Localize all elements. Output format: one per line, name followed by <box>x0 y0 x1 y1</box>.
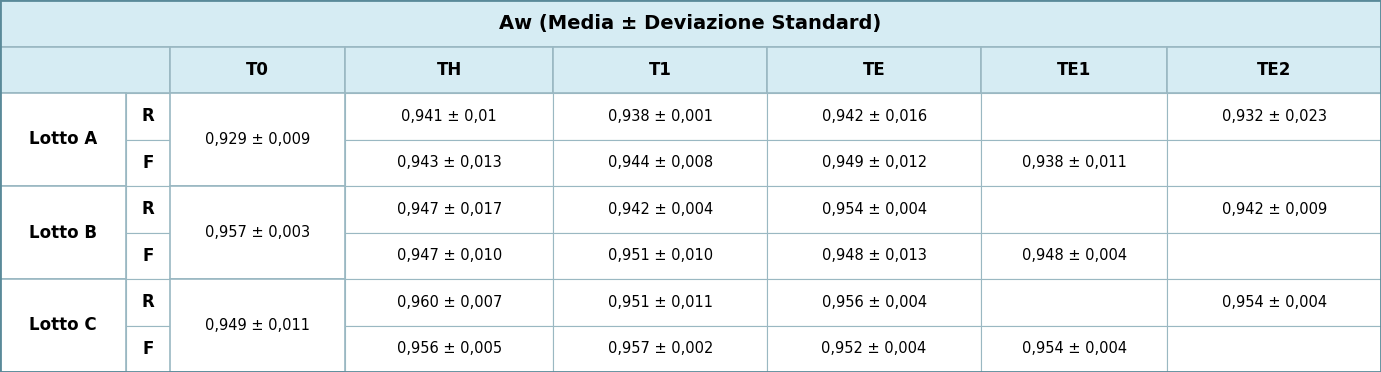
Text: R: R <box>142 107 155 125</box>
Bar <box>1167 326 1381 372</box>
Bar <box>170 186 345 279</box>
Bar <box>1167 279 1381 326</box>
Bar <box>981 46 1167 93</box>
Bar <box>0 93 126 186</box>
Text: TE: TE <box>863 61 885 79</box>
Bar <box>345 186 554 232</box>
Text: 0,956 ± 0,004: 0,956 ± 0,004 <box>822 295 927 310</box>
Bar <box>126 232 170 279</box>
Text: 0,938 ± 0,011: 0,938 ± 0,011 <box>1022 155 1127 170</box>
Bar <box>554 93 768 140</box>
Text: 0,960 ± 0,007: 0,960 ± 0,007 <box>396 295 503 310</box>
Text: 0,949 ± 0,012: 0,949 ± 0,012 <box>822 155 927 170</box>
Text: 0,942 ± 0,004: 0,942 ± 0,004 <box>608 202 713 217</box>
Text: F: F <box>142 247 153 265</box>
Bar <box>554 326 768 372</box>
Text: F: F <box>142 340 153 358</box>
Bar <box>554 186 768 232</box>
Text: R: R <box>142 200 155 218</box>
Text: 0,954 ± 0,004: 0,954 ± 0,004 <box>1022 341 1127 356</box>
Bar <box>554 232 768 279</box>
Bar <box>0 186 126 279</box>
Text: 0,932 ± 0,023: 0,932 ± 0,023 <box>1222 109 1327 124</box>
Text: 0,942 ± 0,016: 0,942 ± 0,016 <box>822 109 927 124</box>
Bar <box>126 93 170 140</box>
Text: 0,957 ± 0,002: 0,957 ± 0,002 <box>608 341 713 356</box>
Text: TE1: TE1 <box>1056 61 1091 79</box>
Text: 0,952 ± 0,004: 0,952 ± 0,004 <box>822 341 927 356</box>
Text: 0,954 ± 0,004: 0,954 ± 0,004 <box>1222 295 1327 310</box>
Bar <box>554 46 768 93</box>
Bar <box>345 93 554 140</box>
Bar <box>170 93 345 186</box>
Bar <box>126 140 170 186</box>
Text: 0,951 ± 0,011: 0,951 ± 0,011 <box>608 295 713 310</box>
Bar <box>768 279 981 326</box>
Bar <box>981 140 1167 186</box>
Bar <box>170 46 345 93</box>
Bar <box>170 279 345 372</box>
Bar <box>1167 186 1381 232</box>
Text: TH: TH <box>436 61 463 79</box>
Text: 0,947 ± 0,017: 0,947 ± 0,017 <box>396 202 503 217</box>
Bar <box>126 279 170 326</box>
Bar <box>345 279 554 326</box>
Bar <box>768 186 981 232</box>
Bar <box>981 93 1167 140</box>
Text: 0,949 ± 0,011: 0,949 ± 0,011 <box>204 318 311 333</box>
Text: 0,948 ± 0,004: 0,948 ± 0,004 <box>1022 248 1127 263</box>
Bar <box>554 140 768 186</box>
Bar <box>1167 93 1381 140</box>
Bar <box>768 232 981 279</box>
Bar <box>768 93 981 140</box>
Text: 0,951 ± 0,010: 0,951 ± 0,010 <box>608 248 713 263</box>
Text: 0,938 ± 0,001: 0,938 ± 0,001 <box>608 109 713 124</box>
Bar <box>768 140 981 186</box>
Bar <box>345 140 554 186</box>
Text: F: F <box>142 154 153 172</box>
Bar <box>0 46 170 93</box>
Bar <box>0 0 1381 46</box>
Text: 0,957 ± 0,003: 0,957 ± 0,003 <box>204 225 311 240</box>
Bar <box>981 232 1167 279</box>
Text: TE2: TE2 <box>1257 61 1291 79</box>
Text: 0,941 ± 0,01: 0,941 ± 0,01 <box>402 109 497 124</box>
Text: Lotto A: Lotto A <box>29 131 97 148</box>
Text: R: R <box>142 293 155 311</box>
Text: Aw (Media ± Deviazione Standard): Aw (Media ± Deviazione Standard) <box>500 14 881 33</box>
Bar <box>1167 46 1381 93</box>
Bar <box>981 186 1167 232</box>
Text: 0,956 ± 0,005: 0,956 ± 0,005 <box>396 341 501 356</box>
Bar <box>1167 232 1381 279</box>
Bar <box>981 279 1167 326</box>
Bar <box>345 232 554 279</box>
Bar <box>126 326 170 372</box>
Bar <box>981 326 1167 372</box>
Bar <box>345 46 554 93</box>
Bar <box>1167 140 1381 186</box>
Text: Lotto B: Lotto B <box>29 224 97 241</box>
Text: 0,944 ± 0,008: 0,944 ± 0,008 <box>608 155 713 170</box>
Text: 0,947 ± 0,010: 0,947 ± 0,010 <box>396 248 503 263</box>
Text: 0,929 ± 0,009: 0,929 ± 0,009 <box>204 132 311 147</box>
Text: 0,943 ± 0,013: 0,943 ± 0,013 <box>396 155 501 170</box>
Bar <box>768 46 981 93</box>
Text: 0,948 ± 0,013: 0,948 ± 0,013 <box>822 248 927 263</box>
Text: T1: T1 <box>649 61 671 79</box>
Bar <box>554 279 768 326</box>
Bar <box>345 326 554 372</box>
Text: Lotto C: Lotto C <box>29 317 97 334</box>
Bar <box>126 186 170 232</box>
Bar <box>0 279 126 372</box>
Bar <box>768 326 981 372</box>
Text: 0,942 ± 0,009: 0,942 ± 0,009 <box>1222 202 1327 217</box>
Text: 0,954 ± 0,004: 0,954 ± 0,004 <box>822 202 927 217</box>
Text: T0: T0 <box>246 61 269 79</box>
